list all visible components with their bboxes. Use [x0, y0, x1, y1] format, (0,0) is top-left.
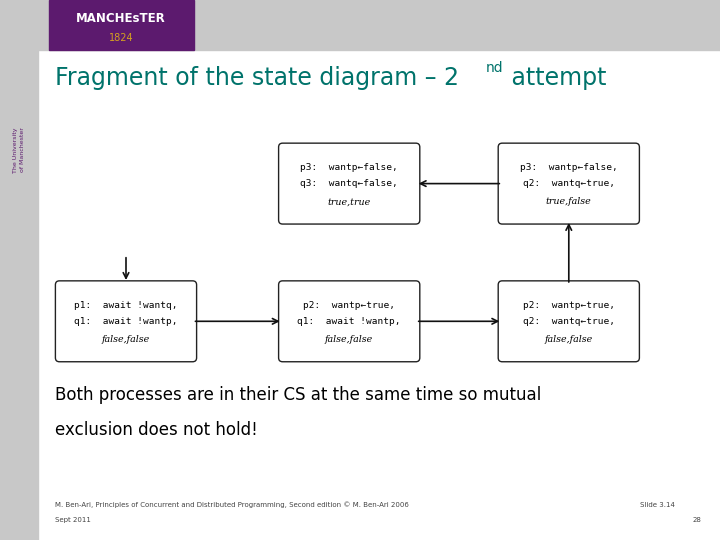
Text: q3:  wantq←false,: q3: wantq←false,: [300, 179, 398, 188]
Bar: [0, 0, 38, 540]
Text: p2:  wantp←true,: p2: wantp←true,: [303, 301, 395, 310]
Text: 1824: 1824: [109, 33, 133, 43]
Text: 28: 28: [693, 517, 702, 523]
Text: q1:  await !wantp,: q1: await !wantp,: [297, 317, 401, 326]
Text: p2:  wantp←true,: p2: wantp←true,: [523, 301, 615, 310]
Text: The University
of Manchester: The University of Manchester: [13, 127, 24, 173]
Text: Slide 3.14: Slide 3.14: [640, 502, 675, 508]
FancyBboxPatch shape: [498, 281, 639, 362]
Bar: [38, 0, 720, 50]
Text: p3:  wantp←false,: p3: wantp←false,: [520, 163, 618, 172]
Bar: [49, 0, 194, 50]
Text: M. Ben-Ari, Principles of Concurrent and Distributed Programming, Second edition: M. Ben-Ari, Principles of Concurrent and…: [55, 502, 409, 508]
Text: false,false: false,false: [544, 335, 593, 344]
Text: true,true: true,true: [328, 197, 371, 206]
FancyBboxPatch shape: [498, 143, 639, 224]
Text: Fragment of the state diagram – 2: Fragment of the state diagram – 2: [55, 66, 459, 90]
Text: Sept 2011: Sept 2011: [55, 517, 91, 523]
Text: false,false: false,false: [102, 335, 150, 344]
Text: attempt: attempt: [504, 66, 606, 90]
Text: true,false: true,false: [546, 197, 592, 206]
FancyBboxPatch shape: [55, 281, 197, 362]
Text: exclusion does not hold!: exclusion does not hold!: [55, 421, 258, 439]
Text: q2:  wantq←true,: q2: wantq←true,: [523, 317, 615, 326]
Text: Both processes are in their CS at the same time so mutual: Both processes are in their CS at the sa…: [55, 386, 541, 404]
Text: q1:  await !wantp,: q1: await !wantp,: [74, 317, 178, 326]
FancyBboxPatch shape: [279, 281, 420, 362]
Text: false,false: false,false: [325, 335, 374, 344]
Text: p3:  wantp←false,: p3: wantp←false,: [300, 163, 398, 172]
FancyBboxPatch shape: [279, 143, 420, 224]
Text: MANCHEsTER: MANCHEsTER: [76, 11, 166, 24]
Text: p1:  await !wantq,: p1: await !wantq,: [74, 301, 178, 310]
Text: q2:  wantq←true,: q2: wantq←true,: [523, 179, 615, 188]
Text: nd: nd: [486, 61, 503, 75]
